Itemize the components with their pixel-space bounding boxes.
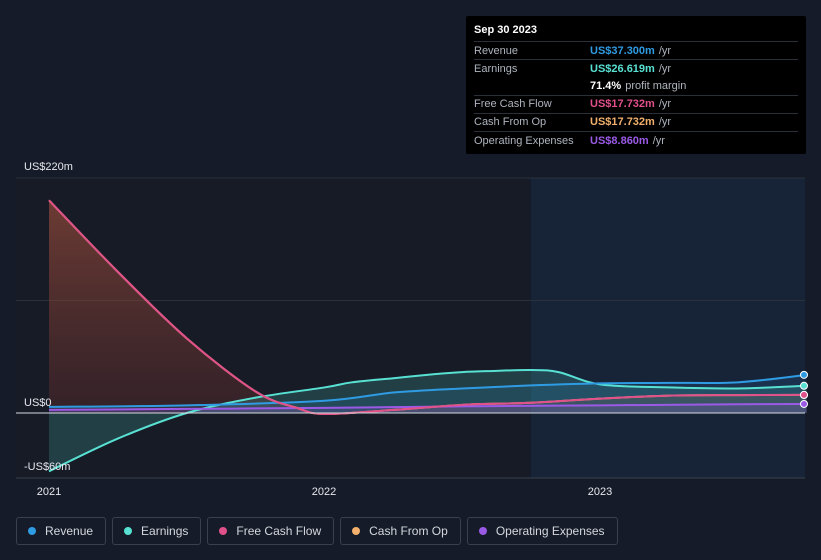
legend-dot-icon <box>219 527 228 535</box>
tooltip-row-earnings: Earnings US$26.619m /yr <box>474 59 798 77</box>
legend-dot-icon <box>352 527 361 535</box>
legend-label: Operating Expenses <box>495 524 605 538</box>
tooltip-unit: /yr <box>658 44 672 57</box>
revenue-endpoint <box>800 370 808 379</box>
operating-expenses-area <box>49 403 807 413</box>
legend-item-cash-from-op[interactable]: Cash From Op <box>340 517 461 545</box>
tooltip-unit: /yr <box>658 98 672 111</box>
legend-item-revenue[interactable]: Revenue <box>16 517 107 545</box>
legend-dot-icon <box>478 527 487 535</box>
data-tooltip: Sep 30 2023 Revenue US$37.300m /yr Earni… <box>466 16 806 154</box>
x-tick-2023: 2023 <box>588 486 612 498</box>
free-cash-flow-line <box>48 199 807 416</box>
tooltip-row-free-cash-flow: Free Cash Flow US$17.732m /yr <box>474 94 798 113</box>
legend-item-free-cash-flow[interactable]: Free Cash Flow <box>207 517 335 545</box>
tooltip-value: 71.4% <box>590 79 622 92</box>
series-areas <box>49 200 807 472</box>
legend-label: Cash From Op <box>369 524 448 538</box>
legend-item-operating-expenses[interactable]: Operating Expenses <box>466 517 618 545</box>
series-endpoints <box>800 370 808 408</box>
legend-label: Revenue <box>45 524 94 538</box>
earnings-area <box>49 370 807 472</box>
legend-label: Earnings <box>141 524 189 538</box>
tooltip-label: Operating Expenses <box>474 134 574 147</box>
x-tick-2022: 2022 <box>312 486 336 498</box>
tooltip-value: US$26.619m <box>590 62 655 75</box>
tooltip-unit: /yr <box>658 62 672 75</box>
earnings-line <box>48 369 807 473</box>
operating-expenses-line <box>48 402 807 411</box>
y-axis-label-top: US$220m <box>24 161 73 173</box>
tooltip-row-cash-from-op: Cash From Op US$17.732m /yr <box>474 112 798 131</box>
tooltip-label: Free Cash Flow <box>474 98 552 111</box>
tooltip-value: US$37.300m <box>590 44 655 57</box>
forecast-region <box>531 178 805 478</box>
chart-canvas: US$220m US$0 -US$60m 2021 2022 2023 <box>16 161 808 498</box>
legend-item-earnings[interactable]: Earnings <box>112 517 202 545</box>
y-axis-label-zero: US$0 <box>24 397 52 409</box>
tooltip-label: Revenue <box>474 44 519 57</box>
earnings-endpoint <box>800 381 808 390</box>
cash-from-op-area <box>49 200 807 415</box>
tooltip-date: Sep 30 2023 <box>474 24 537 36</box>
legend-dot-icon <box>28 527 36 535</box>
series-lines <box>48 199 807 473</box>
x-tick-2021: 2021 <box>37 486 61 498</box>
tooltip-value: US$17.732m <box>590 98 655 111</box>
tooltip-row-profit-margin: 71.4% profit margin <box>474 77 798 94</box>
tooltip-row-revenue: Revenue US$37.300m /yr <box>474 41 798 59</box>
legend-dot-icon <box>124 527 133 535</box>
legend-label: Free Cash Flow <box>236 524 322 538</box>
revenue-line <box>48 373 807 408</box>
operating-expenses-endpoint <box>800 399 808 408</box>
y-axis-label-bottom: -US$60m <box>24 461 70 473</box>
tooltip-row-operating-expenses: Operating Expenses US$8.860m /yr <box>474 130 798 149</box>
tooltip-value: US$8.860m <box>590 134 649 147</box>
tooltip-value: US$17.732m <box>590 116 655 129</box>
chart-legend: Revenue Earnings Free Cash Flow Cash Fro… <box>16 517 618 545</box>
tooltip-label: Earnings <box>474 62 518 75</box>
tooltip-unit: /yr <box>658 116 672 129</box>
tooltip-unit: profit margin <box>625 79 687 92</box>
tooltip-unit: /yr <box>652 134 665 147</box>
tooltip-label: Cash From Op <box>474 116 547 129</box>
revenue-area <box>49 374 807 413</box>
free-cash-flow-endpoint <box>800 390 808 399</box>
